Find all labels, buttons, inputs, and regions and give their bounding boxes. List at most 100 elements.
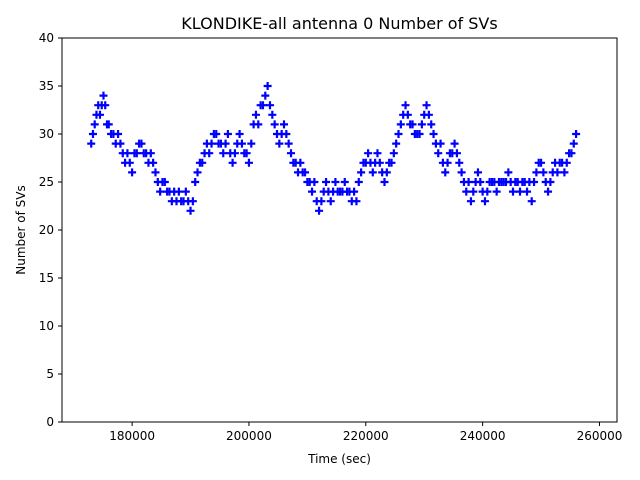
data-point — [186, 206, 195, 215]
data-point — [567, 149, 576, 158]
data-point — [230, 149, 239, 158]
data-point — [101, 101, 110, 110]
data-point — [375, 158, 384, 167]
data-point — [263, 82, 272, 90]
data-point — [242, 149, 251, 158]
data-point — [483, 187, 492, 196]
data-point — [322, 178, 331, 186]
y-tick-label: 10 — [39, 319, 54, 333]
data-point — [287, 149, 296, 158]
data-point — [228, 158, 237, 167]
data-point — [350, 187, 359, 196]
data-point — [537, 158, 546, 167]
data-point — [99, 91, 108, 100]
data-point — [539, 168, 548, 177]
data-point — [221, 139, 230, 148]
data-point — [146, 149, 155, 158]
data-point — [532, 168, 541, 177]
data-point — [87, 139, 96, 148]
data-point — [265, 101, 274, 110]
data-point — [462, 187, 471, 196]
data-point — [244, 158, 253, 167]
data-point — [128, 168, 137, 177]
data-point — [546, 178, 555, 186]
data-point — [308, 187, 317, 196]
data-point — [315, 206, 324, 215]
data-point — [466, 197, 475, 206]
data-point — [434, 149, 443, 158]
data-point — [523, 187, 532, 196]
x-tick-label: 180000 — [109, 429, 155, 443]
data-point — [275, 139, 284, 148]
data-point — [151, 168, 160, 177]
data-point — [296, 158, 305, 167]
y-axis-label: Number of SVs — [14, 185, 28, 274]
data-point — [436, 139, 445, 148]
data-point — [258, 101, 267, 110]
data-point — [469, 187, 478, 196]
data-point — [516, 187, 525, 196]
data-point — [132, 149, 141, 158]
data-point — [326, 197, 335, 206]
data-point — [392, 139, 401, 148]
data-point — [544, 187, 553, 196]
data-point — [422, 101, 431, 110]
data-point — [198, 158, 207, 167]
data-point — [191, 178, 200, 186]
y-tick-label: 30 — [39, 127, 54, 141]
data-point — [452, 149, 461, 158]
data-point — [530, 178, 539, 186]
data-point — [207, 139, 216, 148]
data-point — [237, 139, 246, 148]
y-tick-label: 15 — [39, 271, 54, 285]
data-point — [403, 110, 412, 119]
data-point — [450, 139, 459, 148]
data-point — [254, 120, 263, 129]
data-point — [90, 120, 99, 129]
data-point — [415, 130, 424, 138]
data-point — [389, 149, 398, 158]
data-point — [473, 168, 482, 177]
data-point — [137, 139, 146, 148]
data-point — [373, 149, 382, 158]
data-point — [261, 91, 270, 100]
data-points-layer — [87, 82, 581, 215]
data-point — [310, 178, 319, 186]
data-point — [396, 120, 405, 129]
data-point — [88, 130, 97, 138]
data-point — [417, 120, 426, 129]
data-point — [492, 187, 501, 196]
plot-area — [62, 38, 617, 422]
x-tick-label: 220000 — [343, 429, 389, 443]
x-axis-label: Time (sec) — [307, 452, 371, 466]
data-point — [457, 168, 466, 177]
data-point — [368, 168, 377, 177]
data-point — [569, 139, 578, 148]
data-point — [357, 168, 366, 177]
y-tick-label: 25 — [39, 175, 54, 189]
chart-title: KLONDIKE-all antenna 0 Number of SVs — [181, 14, 497, 33]
data-point — [382, 168, 391, 177]
data-point — [301, 168, 310, 177]
data-point — [464, 178, 473, 186]
data-point — [223, 130, 232, 138]
data-point — [429, 130, 438, 138]
data-point — [424, 110, 433, 119]
y-tick-label: 20 — [39, 223, 54, 237]
y-axis-ticks: 0 5 10 15 20 25 30 35 40 — [39, 31, 62, 429]
data-point — [251, 110, 260, 119]
data-point — [284, 139, 293, 148]
y-tick-label: 5 — [46, 367, 54, 381]
data-point — [476, 178, 485, 186]
data-point — [95, 110, 104, 119]
data-point — [235, 130, 244, 138]
data-point — [116, 139, 125, 148]
data-point — [181, 187, 190, 196]
data-point — [394, 130, 403, 138]
data-point — [188, 197, 197, 206]
data-point — [270, 120, 279, 129]
data-point — [441, 168, 450, 177]
data-point — [123, 149, 132, 158]
data-point — [387, 158, 396, 167]
